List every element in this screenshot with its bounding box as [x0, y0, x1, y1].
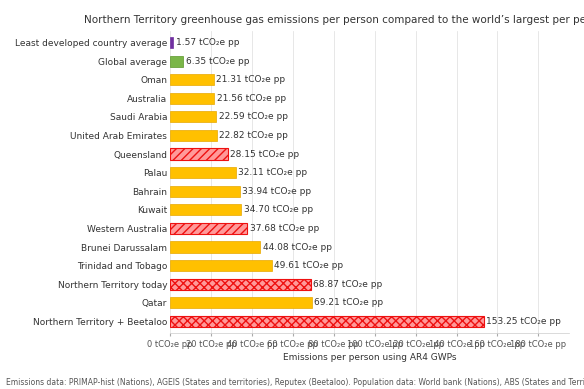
Bar [170, 93, 214, 104]
Bar [170, 204, 241, 216]
Bar [170, 167, 236, 178]
Text: 32.11 tCO₂e pp: 32.11 tCO₂e pp [238, 168, 307, 177]
Text: Emissions data: PRIMAP-hist (Nations), AGEIS (States and territories), Reputex (: Emissions data: PRIMAP-hist (Nations), A… [6, 378, 584, 387]
Title: Northern Territory greenhouse gas emissions per person compared to the world’s l: Northern Territory greenhouse gas emissi… [84, 15, 584, 25]
Text: 1.57 tCO₂e pp: 1.57 tCO₂e pp [176, 38, 239, 47]
Bar [170, 242, 260, 252]
X-axis label: Emissions per person using AR4 GWPs: Emissions per person using AR4 GWPs [283, 353, 456, 362]
Bar [170, 149, 228, 159]
Text: 44.08 tCO₂e pp: 44.08 tCO₂e pp [263, 242, 332, 252]
Bar [170, 297, 312, 308]
Bar [170, 279, 311, 290]
Bar [170, 37, 173, 48]
Text: 21.31 tCO₂e pp: 21.31 tCO₂e pp [216, 75, 286, 84]
Text: 22.59 tCO₂e pp: 22.59 tCO₂e pp [219, 112, 288, 121]
Bar [170, 186, 239, 197]
Bar [170, 223, 247, 234]
Text: 153.25 tCO₂e pp: 153.25 tCO₂e pp [486, 317, 561, 326]
Text: 21.56 tCO₂e pp: 21.56 tCO₂e pp [217, 94, 286, 103]
Text: 6.35 tCO₂e pp: 6.35 tCO₂e pp [186, 56, 249, 66]
Bar [170, 74, 214, 85]
Bar [170, 111, 216, 123]
Text: 22.82 tCO₂e pp: 22.82 tCO₂e pp [219, 131, 288, 140]
Text: 33.94 tCO₂e pp: 33.94 tCO₂e pp [242, 187, 311, 196]
Bar [170, 260, 272, 271]
Bar [170, 130, 217, 141]
Bar [170, 56, 183, 67]
Text: 34.70 tCO₂e pp: 34.70 tCO₂e pp [244, 205, 312, 214]
Text: 68.87 tCO₂e pp: 68.87 tCO₂e pp [314, 280, 383, 289]
Text: 69.21 tCO₂e pp: 69.21 tCO₂e pp [314, 298, 383, 307]
Text: 37.68 tCO₂e pp: 37.68 tCO₂e pp [250, 224, 319, 233]
Text: 28.15 tCO₂e pp: 28.15 tCO₂e pp [230, 149, 300, 159]
Text: 49.61 tCO₂e pp: 49.61 tCO₂e pp [274, 261, 343, 270]
Bar [170, 316, 484, 327]
